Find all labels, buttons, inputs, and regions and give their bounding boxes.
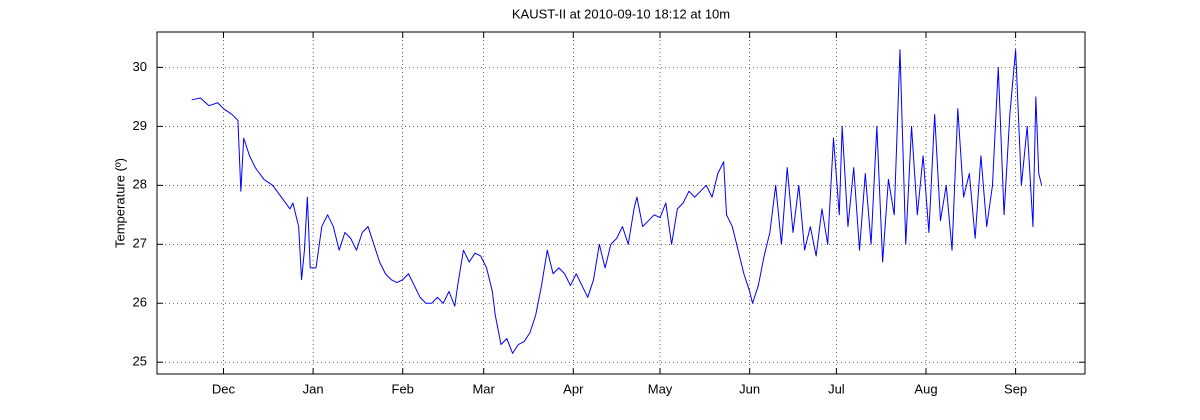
x-tick-label: Jan: [303, 381, 324, 396]
x-tick-label: Dec: [212, 381, 236, 396]
x-tick-label: Jul: [828, 381, 845, 396]
y-tick-label: 26: [133, 295, 147, 310]
x-tick-label: Feb: [392, 381, 414, 396]
x-tick-label: Jun: [739, 381, 760, 396]
x-tick-label: May: [648, 381, 673, 396]
y-tick-label: 30: [133, 59, 147, 74]
x-tick-label: Aug: [914, 381, 937, 396]
data-line: [191, 49, 1043, 354]
y-tick-label: 27: [133, 236, 147, 251]
y-tick-label: 28: [133, 177, 147, 192]
chart-title: KAUST-II at 2010-09-10 18:12 at 10m: [512, 6, 730, 21]
x-tick-label: Mar: [472, 381, 495, 396]
y-axis-label: Temperature (º): [112, 158, 127, 248]
y-tick-label: 25: [133, 354, 147, 369]
x-tick-label: Apr: [563, 381, 584, 396]
x-tick-label: Sep: [1004, 381, 1027, 396]
plot-frame: [156, 31, 1086, 375]
y-tick-label: 29: [133, 118, 147, 133]
